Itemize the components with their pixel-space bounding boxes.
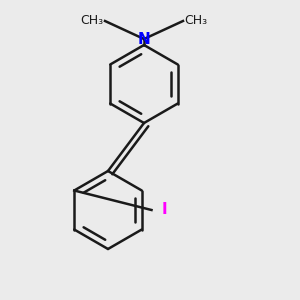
Text: CH₃: CH₃	[184, 14, 208, 28]
Text: N: N	[138, 32, 150, 46]
Text: I: I	[162, 202, 168, 217]
Text: CH₃: CH₃	[80, 14, 104, 28]
